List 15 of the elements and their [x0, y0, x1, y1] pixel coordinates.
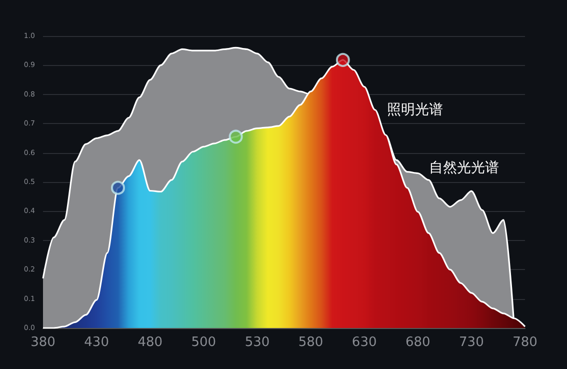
x-tick-label: 530 [244, 335, 270, 350]
point [110, 180, 125, 195]
x-tick-label: 680 [405, 335, 430, 350]
point [228, 130, 243, 144]
x-tick-label: 580 [298, 335, 324, 350]
series-label: 自然光光谱 [429, 160, 500, 176]
x-tick-label: 500 [191, 335, 216, 350]
x-tick-label: 730 [459, 335, 484, 350]
x-tick-label: 630 [352, 335, 377, 350]
series-label: 照明光谱 [387, 102, 444, 118]
point [336, 52, 350, 67]
x-tick-label: 480 [138, 335, 163, 350]
x-tick-label: 430 [84, 335, 109, 350]
x-tick-label: 380 [30, 335, 56, 350]
x-tick-label: 780 [512, 335, 538, 350]
